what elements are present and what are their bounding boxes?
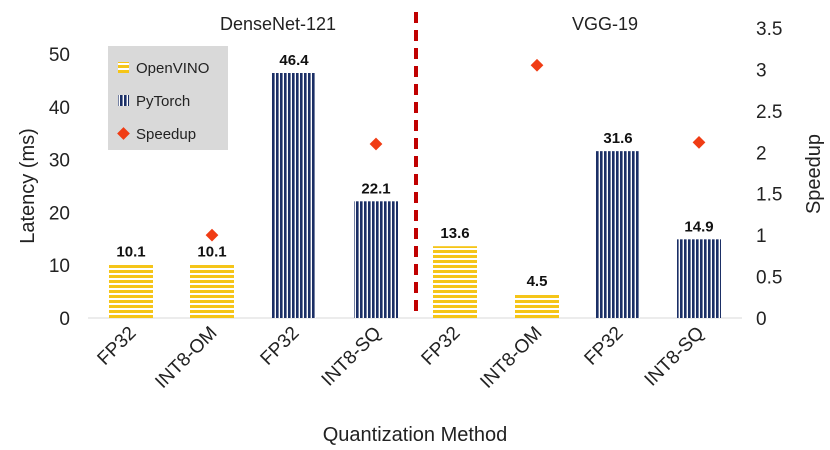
category-label: INT8-SQ — [641, 323, 709, 391]
legend-label-openvino: OpenVINO — [136, 60, 209, 77]
bar-value-label: 14.9 — [684, 218, 713, 235]
y-tick-label: 20 — [49, 203, 70, 224]
bar-pytorch — [354, 201, 398, 318]
speedup-marker — [530, 58, 544, 72]
y2-tick-label: 0.5 — [756, 268, 782, 289]
speedup-marker — [205, 228, 219, 242]
y2-tick-label: 2 — [756, 143, 767, 164]
right-axis-ticks: 0 0.5 1 1.5 2 2.5 3 3.5 — [756, 19, 782, 330]
y2-tick-label: 3.5 — [756, 19, 782, 40]
y-tick-label: 10 — [49, 256, 70, 277]
y2-tick-label: 2.5 — [756, 102, 782, 123]
category-labels: FP32 INT8-OM FP32 INT8-SQ FP32 INT8-OM FP32 INT… — [94, 323, 709, 393]
bar-value-label: 31.6 — [603, 130, 632, 147]
y-tick-label: 50 — [49, 45, 70, 66]
bar-value-label: 10.1 — [197, 244, 226, 261]
y2-axis-title: Speedup — [803, 134, 825, 214]
y-tick-label: 30 — [49, 151, 70, 172]
bar-pytorch — [272, 73, 316, 319]
bar-value-label: 46.4 — [279, 52, 309, 69]
speedup-marker — [369, 137, 383, 151]
category-label: FP32 — [418, 323, 465, 370]
bar-pytorch — [596, 151, 640, 318]
bar-value-label: 4.5 — [527, 273, 548, 290]
y2-tick-label: 0 — [756, 309, 767, 330]
group-title-densenet: DenseNet-121 — [220, 14, 336, 34]
legend: OpenVINO PyTorch Speedup — [108, 46, 228, 150]
speedup-marker — [692, 135, 706, 149]
category-label: INT8-OM — [476, 323, 546, 393]
y2-tick-label: 3 — [756, 60, 767, 81]
bar-pytorch — [677, 239, 721, 318]
y-tick-label: 0 — [59, 309, 70, 330]
legend-label-pytorch: PyTorch — [136, 93, 190, 110]
bar-value-label: 22.1 — [361, 180, 390, 197]
bar-value-label: 10.1 — [116, 244, 145, 261]
x-axis-title: Quantization Method — [323, 424, 508, 446]
category-label: INT8-SQ — [318, 323, 386, 391]
category-label: FP32 — [94, 323, 141, 370]
y-tick-label: 40 — [49, 98, 70, 119]
bar-labels-layer: 10.1 10.1 46.4 22.1 13.6 4.5 31.6 14.9 — [116, 52, 713, 290]
bar-openvino — [433, 246, 477, 318]
group-title-vgg: VGG-19 — [572, 14, 638, 34]
bar-value-label: 13.6 — [440, 225, 469, 242]
left-axis-ticks: 0 10 20 30 40 50 — [49, 45, 70, 330]
category-label: INT8-OM — [151, 323, 221, 393]
legend-swatch-openvino — [118, 62, 129, 73]
y2-tick-label: 1.5 — [756, 185, 782, 206]
y-axis-title: Latency (ms) — [17, 128, 39, 244]
category-label: FP32 — [257, 323, 304, 370]
bar-openvino — [515, 294, 559, 318]
y2-tick-label: 1 — [756, 226, 767, 247]
bar-openvino — [109, 264, 153, 318]
legend-label-speedup: Speedup — [136, 126, 196, 143]
bar-openvino — [190, 264, 234, 318]
category-label: FP32 — [581, 323, 628, 370]
bars-layer — [109, 73, 721, 319]
legend-marker-speedup — [117, 127, 130, 140]
legend-swatch-pytorch — [118, 95, 129, 106]
